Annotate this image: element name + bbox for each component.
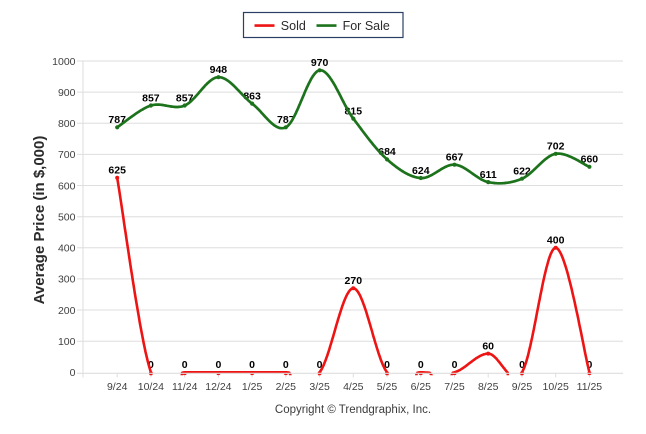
- svg-text:1000: 1000: [52, 56, 76, 68]
- svg-text:200: 200: [58, 305, 76, 317]
- svg-text:0: 0: [283, 359, 289, 371]
- svg-text:For Sale: For Sale: [343, 19, 390, 33]
- svg-text:100: 100: [58, 336, 76, 348]
- svg-text:857: 857: [142, 92, 160, 104]
- svg-text:Sold: Sold: [281, 19, 306, 33]
- svg-text:300: 300: [58, 274, 76, 286]
- svg-text:400: 400: [547, 235, 565, 247]
- svg-text:10/25: 10/25: [543, 381, 569, 393]
- svg-text:11/24: 11/24: [172, 381, 198, 393]
- svg-text:4/25: 4/25: [343, 381, 364, 393]
- svg-text:0: 0: [519, 359, 525, 371]
- svg-text:6/25: 6/25: [411, 381, 432, 393]
- svg-text:500: 500: [58, 212, 76, 224]
- svg-text:Copyright © Trendgraphix, Inc.: Copyright © Trendgraphix, Inc.: [275, 404, 431, 416]
- svg-text:400: 400: [58, 243, 76, 255]
- svg-text:700: 700: [58, 149, 76, 161]
- svg-text:Average Price (in $,000): Average Price (in $,000): [31, 136, 48, 305]
- svg-text:9/24: 9/24: [107, 381, 128, 393]
- svg-text:970: 970: [311, 57, 329, 69]
- svg-text:0: 0: [384, 359, 390, 371]
- svg-text:11/25: 11/25: [577, 381, 603, 393]
- svg-text:0: 0: [182, 359, 188, 371]
- svg-text:5/25: 5/25: [377, 381, 398, 393]
- svg-text:0: 0: [215, 359, 221, 371]
- svg-text:10/24: 10/24: [138, 381, 164, 393]
- svg-text:948: 948: [210, 64, 228, 76]
- svg-text:0: 0: [70, 367, 76, 379]
- svg-text:0: 0: [317, 359, 323, 371]
- svg-text:0: 0: [148, 359, 154, 371]
- svg-text:9/25: 9/25: [512, 381, 533, 393]
- svg-text:270: 270: [345, 275, 363, 287]
- svg-text:2/25: 2/25: [276, 381, 297, 393]
- svg-text:0: 0: [418, 359, 424, 371]
- svg-text:60: 60: [482, 340, 494, 352]
- svg-text:1/25: 1/25: [242, 381, 263, 393]
- svg-text:800: 800: [58, 118, 76, 130]
- svg-text:0: 0: [249, 359, 255, 371]
- svg-text:0: 0: [452, 359, 458, 371]
- svg-text:600: 600: [58, 180, 76, 192]
- svg-text:900: 900: [58, 87, 76, 99]
- svg-text:702: 702: [547, 141, 565, 153]
- svg-text:12/24: 12/24: [205, 381, 231, 393]
- svg-text:611: 611: [480, 169, 497, 181]
- svg-text:667: 667: [446, 152, 464, 164]
- svg-text:7/25: 7/25: [444, 381, 465, 393]
- svg-text:660: 660: [581, 154, 599, 166]
- svg-text:624: 624: [412, 165, 430, 177]
- svg-text:625: 625: [108, 165, 126, 177]
- svg-text:0: 0: [586, 359, 592, 371]
- svg-text:8/25: 8/25: [478, 381, 499, 393]
- svg-text:3/25: 3/25: [309, 381, 330, 393]
